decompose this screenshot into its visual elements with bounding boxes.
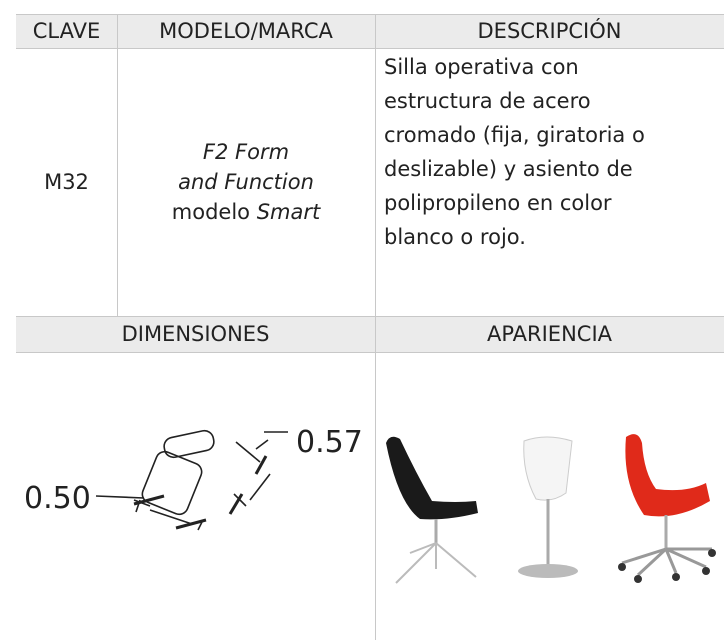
model-line: and Function bbox=[178, 170, 314, 194]
description-line: estructura de acero bbox=[384, 89, 591, 113]
dimension-label: 0.57 bbox=[296, 425, 363, 460]
header-cell: DESCRIPCIÓN bbox=[375, 14, 724, 48]
model-name: Smart bbox=[256, 200, 321, 224]
rule bbox=[16, 352, 724, 353]
appearance-photo bbox=[386, 434, 716, 584]
rule bbox=[375, 14, 376, 640]
header-cell: MODELO/MARCA bbox=[117, 14, 375, 48]
clave: M32 bbox=[44, 170, 89, 194]
description-line: deslizable) y asiento de bbox=[384, 157, 633, 181]
header-cell: DIMENSIONES bbox=[16, 316, 375, 352]
description-line: cromado (fija, giratoria o bbox=[384, 123, 645, 147]
description: Silla operativa con estructura de acero cr… bbox=[384, 50, 645, 254]
model-line: F2 Form bbox=[202, 140, 290, 164]
header-cell: APARIENCIA bbox=[375, 316, 724, 352]
dimension-drawing: 0.50 0.57 bbox=[24, 425, 363, 531]
description-line: blanco o rojo. bbox=[384, 225, 526, 249]
header-cell: CLAVE bbox=[16, 14, 117, 48]
rule bbox=[16, 48, 724, 49]
description-line: polipropileno en color bbox=[384, 191, 612, 215]
model-line: modelo bbox=[171, 200, 251, 224]
model-cell: F2 Form and Function modelo Smart bbox=[117, 48, 375, 316]
description-line: Silla operativa con bbox=[384, 55, 579, 79]
rule bbox=[117, 14, 118, 316]
rule bbox=[16, 14, 724, 15]
rule bbox=[16, 316, 724, 317]
dimension-label: 0.50 bbox=[24, 481, 91, 516]
